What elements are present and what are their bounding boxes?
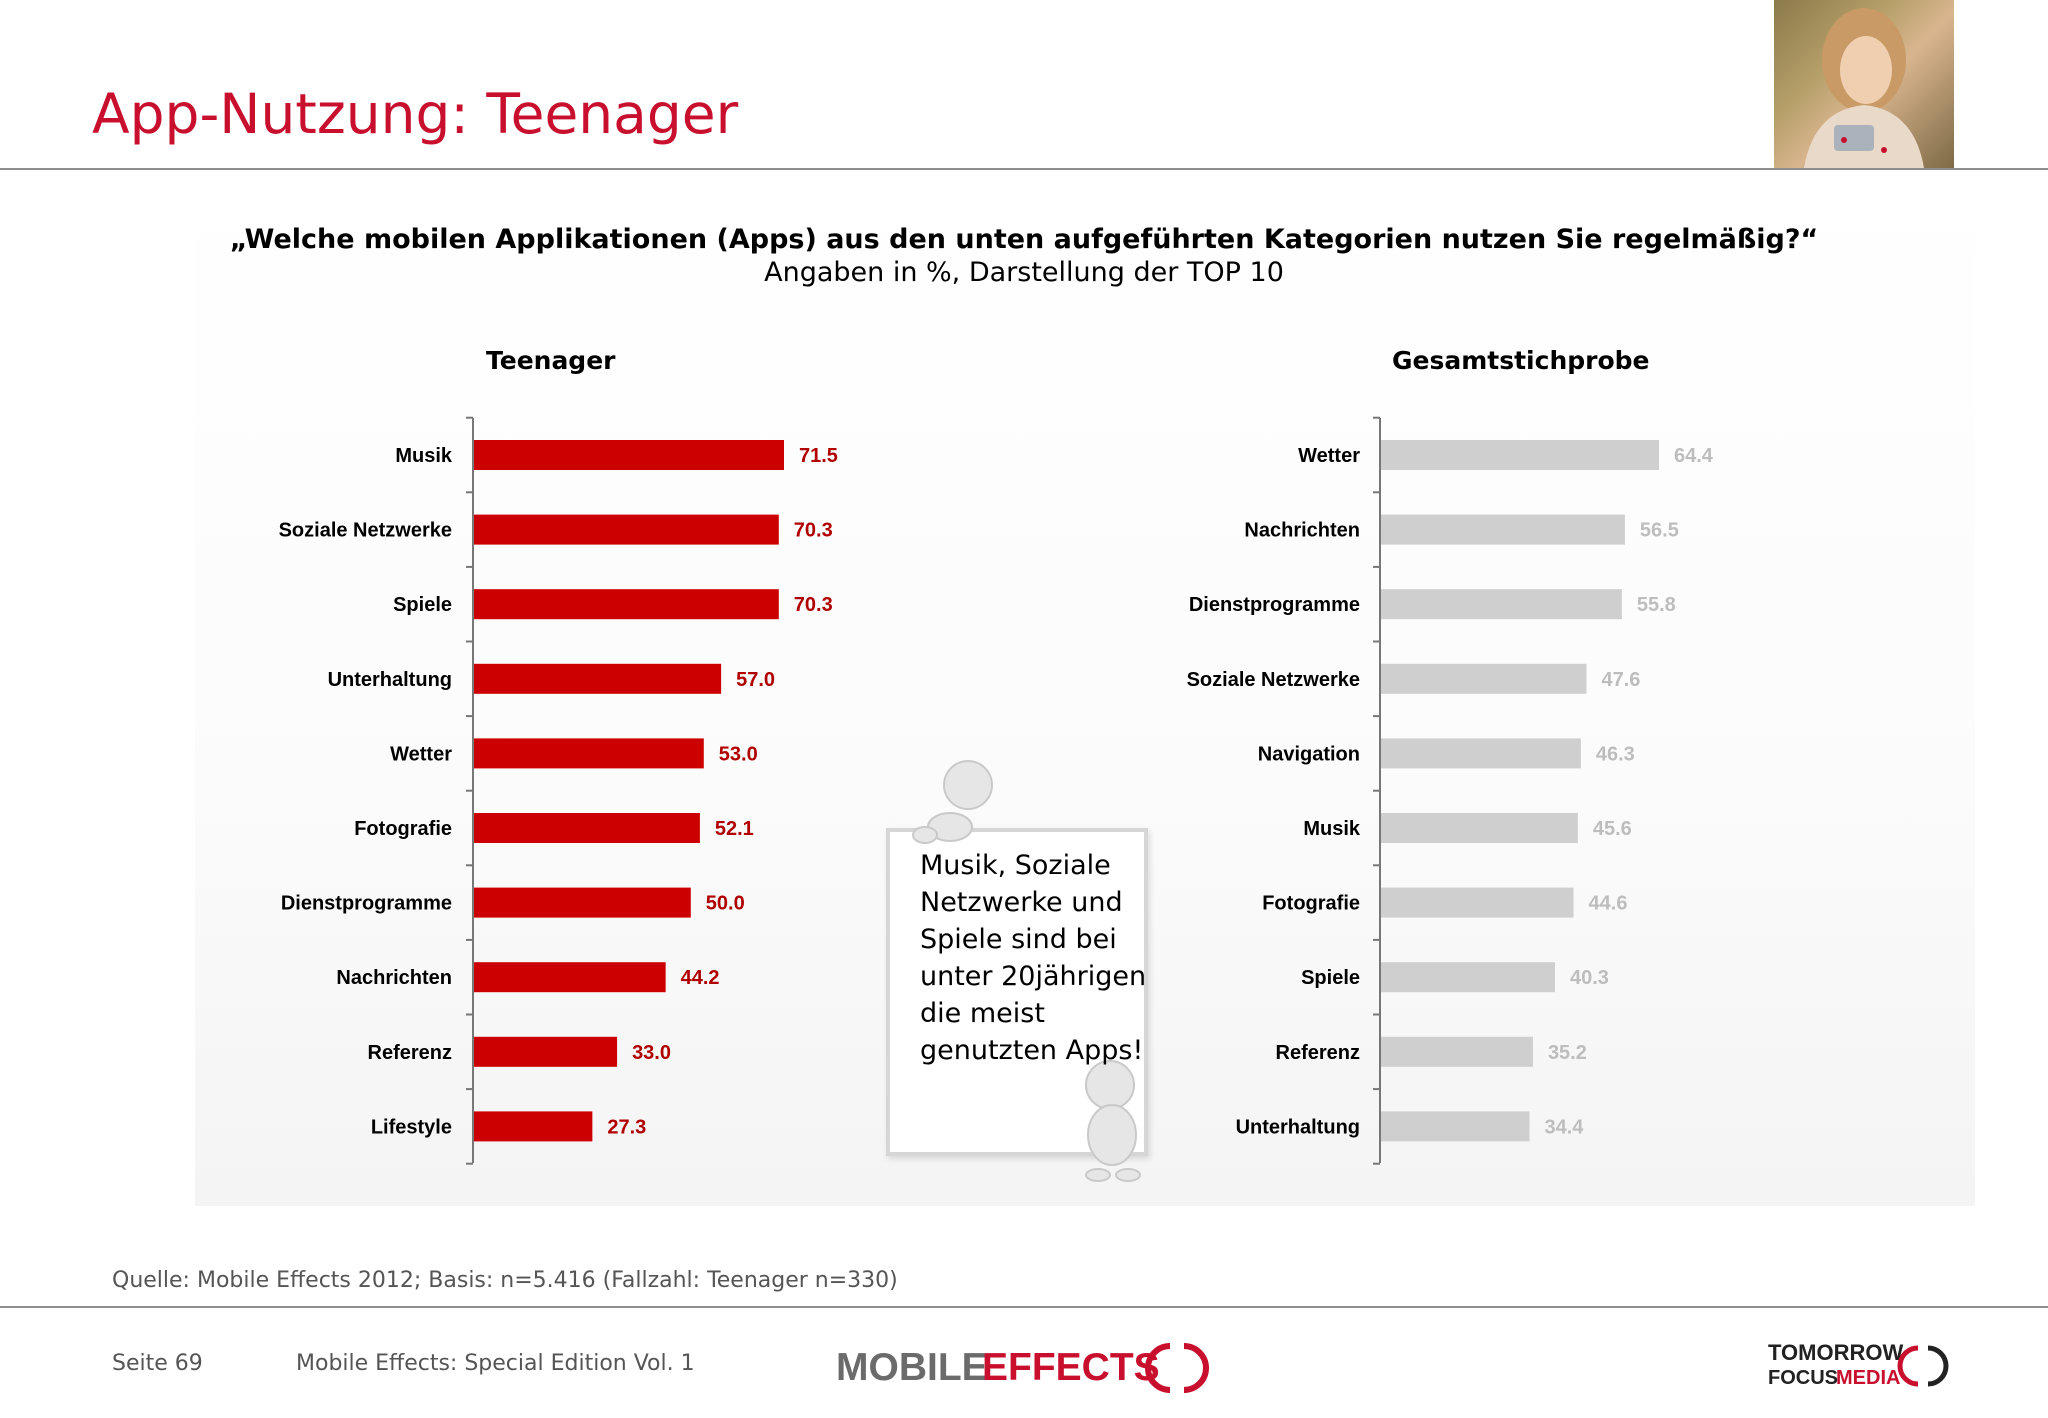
teen-bar xyxy=(474,962,666,993)
teen-value-label: 50.0 xyxy=(706,893,745,915)
teen-category-label: Fotografie xyxy=(354,818,452,840)
teen-bar xyxy=(474,514,779,545)
teenager-photo xyxy=(1774,0,1954,168)
chart-title-total: Gesamtstichprobe xyxy=(1392,346,1650,375)
total-bar xyxy=(1381,440,1659,470)
teen-category-label: Spiele xyxy=(393,594,452,616)
total-bar xyxy=(1381,738,1581,769)
teen-category-label: Musik xyxy=(395,445,453,467)
teen-value-label: 70.3 xyxy=(794,594,833,616)
chart-title-teenager: Teenager xyxy=(486,346,616,375)
figure-top-icon xyxy=(912,760,993,844)
figure-bottom-icon xyxy=(1085,1060,1141,1182)
total-value-label: 35.2 xyxy=(1548,1042,1587,1064)
teen-value-label: 71.5 xyxy=(799,445,838,467)
teen-value-label: 44.2 xyxy=(681,967,720,989)
total-value-label: 34.4 xyxy=(1544,1116,1584,1138)
total-category-label: Nachrichten xyxy=(1244,520,1360,542)
total-category-label: Soziale Netzwerke xyxy=(1187,669,1360,691)
teen-value-label: 57.0 xyxy=(736,669,775,691)
total-category-label: Unterhaltung xyxy=(1236,1116,1360,1138)
teen-bar xyxy=(474,1036,618,1067)
teen-category-label: Nachrichten xyxy=(336,967,452,989)
teen-category-label: Wetter xyxy=(390,743,452,765)
total-category-label: Wetter xyxy=(1298,445,1360,467)
total-category-label: Fotografie xyxy=(1262,893,1360,915)
survey-question: „Welche mobilen Applikationen (Apps) aus… xyxy=(229,224,1819,255)
total-bar xyxy=(1381,887,1574,918)
teen-bar xyxy=(474,440,784,470)
chart-subtitle: Angaben in %, Darstellung der TOP 10 xyxy=(764,257,1284,288)
source-note: Quelle: Mobile Effects 2012; Basis: n=5.… xyxy=(112,1268,898,1293)
page-number: Seite 69 xyxy=(112,1351,203,1376)
total-value-label: 56.5 xyxy=(1640,520,1679,542)
teen-bar xyxy=(474,663,722,694)
logo-mobile-text: MOBILE xyxy=(836,1346,988,1389)
teen-bar xyxy=(474,738,704,769)
logo-tfm-focus: FOCUS xyxy=(1768,1367,1838,1389)
title-divider xyxy=(0,168,2048,170)
total-value-label: 64.4 xyxy=(1674,445,1714,467)
teen-bar xyxy=(474,887,691,918)
callout-text: Musik, Soziale Netzwerke und Spiele sind… xyxy=(920,850,1147,1066)
teen-bar xyxy=(474,1111,593,1142)
total-bar xyxy=(1381,514,1625,545)
teen-bar xyxy=(474,589,779,620)
footer-divider xyxy=(0,1306,2048,1308)
total-bar xyxy=(1381,663,1587,694)
teen-category-label: Unterhaltung xyxy=(328,669,452,691)
logo-tfm-line1: TOMORROW xyxy=(1768,1340,1903,1365)
total-category-label: Dienstprogramme xyxy=(1189,594,1360,616)
total-value-label: 47.6 xyxy=(1601,669,1640,691)
total-bar xyxy=(1381,1036,1533,1067)
total-value-label: 45.6 xyxy=(1593,818,1632,840)
total-bar xyxy=(1381,813,1578,843)
mobile-effects-logo: MOBILE EFFECTS xyxy=(836,1343,1209,1393)
logo-effects-text: EFFECTS xyxy=(982,1346,1160,1389)
total-category-label: Spiele xyxy=(1301,967,1360,989)
teen-value-label: 27.3 xyxy=(607,1116,646,1138)
tomorrow-focus-media-logo: TOMORROW FOCUS MEDIA xyxy=(1768,1340,1949,1389)
total-category-label: Referenz xyxy=(1276,1042,1360,1064)
teen-value-label: 33.0 xyxy=(632,1042,671,1064)
total-value-label: 44.6 xyxy=(1589,893,1628,915)
total-category-label: Navigation xyxy=(1258,743,1360,765)
total-bar xyxy=(1381,589,1622,620)
total-bar xyxy=(1381,962,1555,993)
total-value-label: 46.3 xyxy=(1596,743,1635,765)
teen-value-label: 53.0 xyxy=(719,743,758,765)
teen-category-label: Referenz xyxy=(368,1042,452,1064)
total-category-label: Musik xyxy=(1303,818,1361,840)
total-value-label: 40.3 xyxy=(1570,967,1609,989)
teen-bar xyxy=(474,813,700,843)
teen-value-label: 52.1 xyxy=(715,818,754,840)
slide-title: App-Nutzung: Teenager xyxy=(92,82,739,146)
teen-category-label: Dienstprogramme xyxy=(281,893,452,915)
logo-tfm-media: MEDIA xyxy=(1836,1367,1900,1389)
total-bar xyxy=(1381,1111,1530,1142)
total-value-label: 55.8 xyxy=(1637,594,1676,616)
teen-category-label: Lifestyle xyxy=(371,1116,452,1138)
teen-category-label: Soziale Netzwerke xyxy=(279,520,452,542)
teen-value-label: 70.3 xyxy=(794,520,833,542)
edition-label: Mobile Effects: Special Edition Vol. 1 xyxy=(296,1351,695,1376)
